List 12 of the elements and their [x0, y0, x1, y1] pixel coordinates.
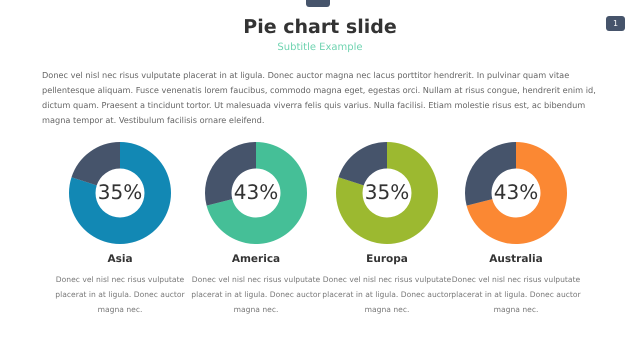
- text: 35%: [364, 180, 410, 204]
- text: Australia: [488, 253, 544, 265]
- text: 35%: [98, 180, 142, 204]
- text: Donec vel nisl nec risus vulputate placerat in at ligula. Donec auctor magna nec lacus porttitor hendrerit. In pulvinar quam vitae pellentesque aliquam. Fusce venenatis lorem faucibus, commodo magna eget, egestas orci. Nullam at risus congue, hendrerit enim id, dictum quam. Praesent a tincidunt tortor. Ut malesuada viverra felis quis varius. Nulla facilisi. Etiam molestie risus est, ac bibendum magna tempor at. Vestibulum facilisis ornare eleifend.: [42, 69, 597, 127]
- text: Subtitle Example: [276, 42, 364, 53]
- text: Pie chart slide: [243, 16, 397, 38]
- text: Asia: [106, 253, 134, 265]
- text: 43%: [494, 180, 538, 204]
- text: Europa: [365, 253, 409, 265]
- text: America: [230, 253, 282, 265]
- text: 1: [606, 16, 625, 31]
- text: 43%: [234, 180, 278, 204]
